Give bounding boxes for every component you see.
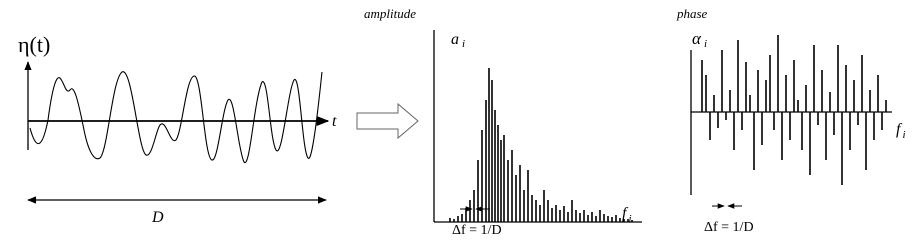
phase-bars <box>701 35 887 185</box>
panel-title: amplitude <box>364 6 416 21</box>
transform-arrow <box>356 102 419 140</box>
subscript: i <box>704 38 707 50</box>
symbol: f <box>896 121 903 138</box>
symbol: f <box>622 205 629 222</box>
duration-label: D <box>151 209 164 226</box>
spacing-label: Δf = 1/D <box>452 223 502 238</box>
symbol: α <box>692 29 702 48</box>
symbol: a <box>451 31 459 48</box>
time-panel: η(t) t D <box>18 32 337 226</box>
spacing-label: Δf = 1/D <box>704 220 754 235</box>
panel-title: phase <box>676 6 708 21</box>
y-label: η(t) <box>18 32 50 57</box>
amplitude-bars <box>449 68 633 222</box>
subscript: i <box>462 38 465 50</box>
x-label: t <box>332 113 337 130</box>
wave <box>29 71 323 163</box>
subscript: i <box>902 129 905 141</box>
subscript: i <box>628 213 631 225</box>
